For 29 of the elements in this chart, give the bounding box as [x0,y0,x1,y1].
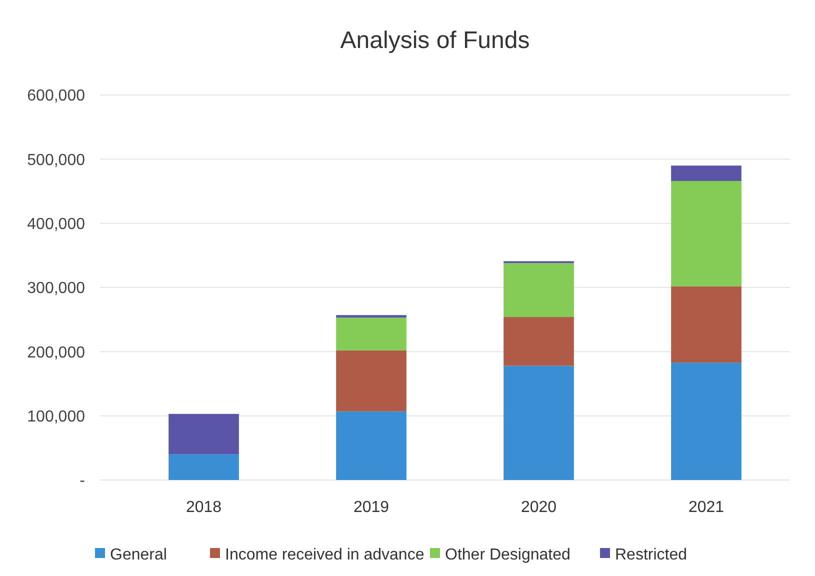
y-tick-label: 400,000 [27,216,86,233]
legend-label: Other Designated [445,546,570,564]
bar [168,414,239,454]
legend-label: Income received in advance [225,546,424,564]
bar [336,350,406,412]
bar [504,317,574,366]
bar [336,318,406,350]
x-tick-label: 2018 [186,499,222,516]
bar [671,362,742,480]
y-tick-label: 500,000 [27,152,86,169]
x-tick-label: 2019 [353,499,390,516]
bar [671,166,742,181]
y-tick-label: 600,000 [27,88,86,105]
bar [671,180,742,286]
y-tick-label: 300,000 [27,280,86,298]
legend-label: General [110,546,167,564]
y-tick-label: 100,000 [27,408,86,426]
bar [168,454,239,480]
chart-title: Analysis of Funds [340,27,530,54]
x-tick-label: 2021 [688,499,724,516]
bar [336,411,406,480]
bar [336,315,406,318]
y-tick-label: - [80,472,85,490]
bar [504,263,574,318]
legend-label: Restricted [615,546,688,564]
bar [504,366,574,480]
bar [671,286,742,363]
y-tick-label: 200,000 [27,344,86,362]
x-tick-label: 2020 [520,499,557,516]
